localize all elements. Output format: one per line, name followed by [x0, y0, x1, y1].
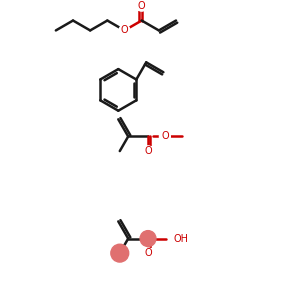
Text: O: O	[121, 26, 128, 35]
Text: O: O	[161, 131, 169, 142]
Text: OH: OH	[174, 234, 189, 244]
Text: O: O	[144, 248, 152, 258]
Circle shape	[119, 25, 130, 36]
Circle shape	[136, 0, 147, 11]
Circle shape	[142, 146, 154, 157]
Circle shape	[159, 131, 170, 142]
Text: O: O	[138, 1, 146, 11]
Text: O: O	[144, 146, 152, 156]
Circle shape	[140, 231, 156, 247]
Circle shape	[111, 244, 129, 262]
Circle shape	[142, 248, 154, 259]
